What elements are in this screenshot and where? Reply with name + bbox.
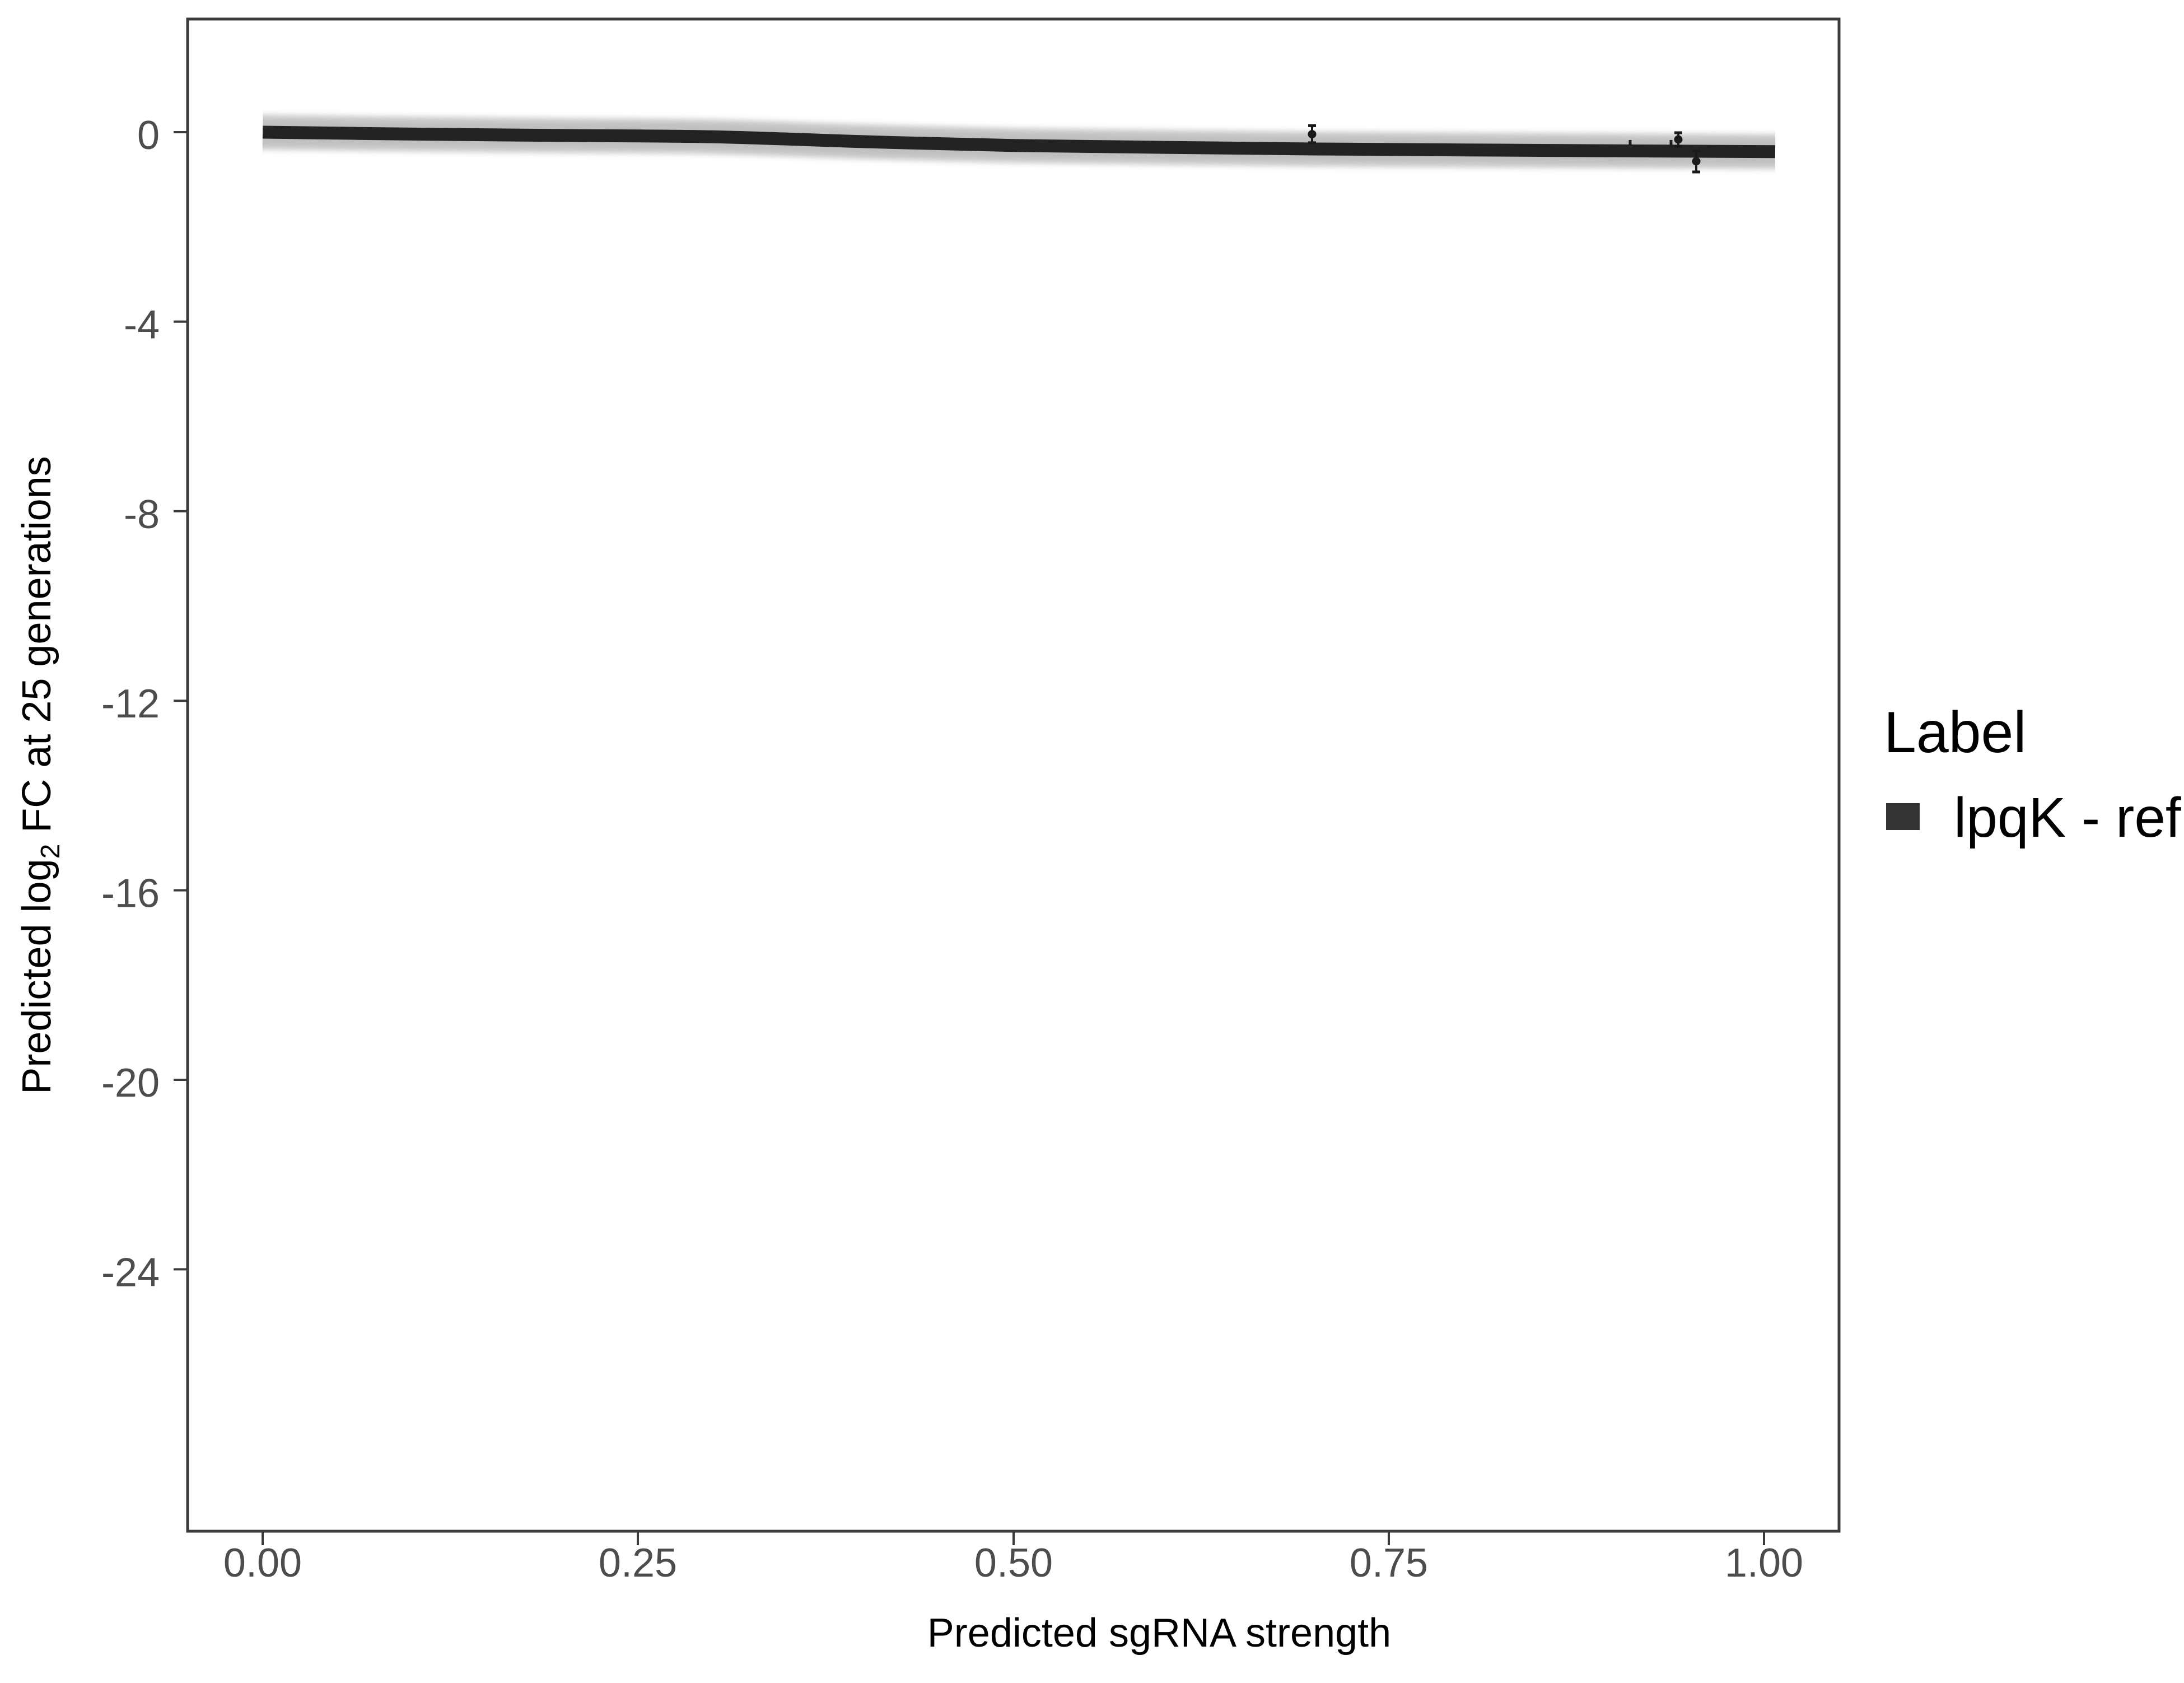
svg-text:0.50: 0.50 xyxy=(974,1541,1053,1586)
svg-text:Predicted sgRNA strength: Predicted sgRNA strength xyxy=(927,1611,1391,1656)
svg-text:-4: -4 xyxy=(124,302,160,347)
svg-text:0: 0 xyxy=(137,113,160,158)
svg-text:1.00: 1.00 xyxy=(1725,1541,1803,1586)
svg-text:-20: -20 xyxy=(101,1061,160,1106)
svg-text:-24: -24 xyxy=(101,1250,160,1295)
svg-text:-12: -12 xyxy=(101,682,160,726)
svg-text:Predicted log2 FC at 25 gener: Predicted log2 FC at 25 generations xyxy=(15,456,66,1094)
svg-text:0.25: 0.25 xyxy=(599,1541,677,1586)
svg-text:-16: -16 xyxy=(101,871,160,916)
svg-text:Label: Label xyxy=(1884,700,2026,765)
svg-text:0.00: 0.00 xyxy=(223,1541,302,1586)
svg-text:lpqK - ref: lpqK - ref xyxy=(1954,786,2181,849)
svg-text:0.75: 0.75 xyxy=(1350,1541,1428,1586)
svg-text:-8: -8 xyxy=(124,492,160,537)
